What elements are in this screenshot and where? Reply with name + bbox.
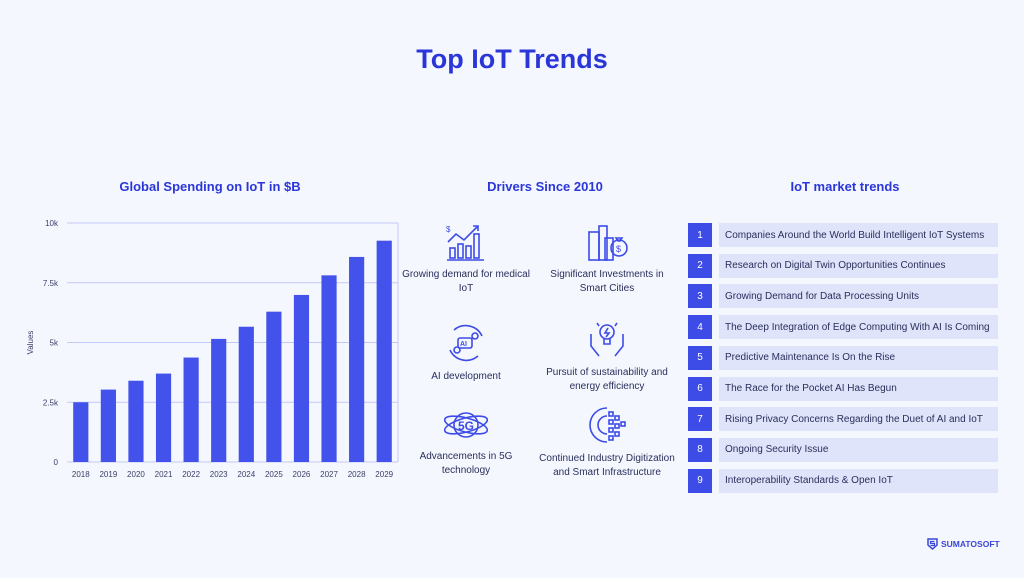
x-tick-label: 2027 — [320, 470, 338, 479]
trend-number: 5 — [688, 345, 712, 370]
driver-sustainability: Pursuit of sustainability and energy eff… — [537, 320, 677, 394]
x-tick-label: 2019 — [99, 470, 117, 479]
trend-number: 1 — [688, 223, 712, 247]
trend-item: 5 Predictive Maintenance Is On the Rise — [688, 345, 998, 370]
bar-2023 — [211, 338, 227, 462]
city-investment-icon: $ — [588, 225, 628, 261]
trend-label: Growing Demand for Data Processing Units — [719, 284, 998, 309]
bar-2018 — [73, 402, 89, 462]
trend-label: Rising Privacy Concerns Regarding the Du… — [719, 407, 998, 432]
y-tick-label: 2.5k — [43, 398, 59, 407]
bar-2025 — [266, 311, 282, 462]
growth-chart-icon: $ — [446, 225, 484, 261]
driver-smart-cities: $ Significant Investments in Smart Citie… — [537, 222, 677, 296]
svg-text:$: $ — [616, 244, 621, 254]
logo-text: SUMATOSOFT — [941, 539, 1000, 549]
driver-medical-iot: $ Growing demand for medical IoT — [396, 222, 536, 296]
bar-2024 — [238, 326, 254, 462]
bar-2020 — [128, 380, 144, 462]
trend-label: Companies Around the World Build Intelli… — [719, 223, 998, 247]
bar-2022 — [183, 357, 199, 462]
x-tick-label: 2028 — [348, 470, 366, 479]
x-tick-label: 2029 — [375, 470, 393, 479]
trend-item: 4 The Deep Integration of Edge Computing … — [688, 315, 998, 340]
trend-label: Research on Digital Twin Opportunities C… — [719, 253, 998, 278]
bar-2029 — [376, 240, 392, 462]
trend-number: 6 — [688, 376, 712, 401]
chart-title: Global Spending on IoT in $B — [119, 179, 301, 194]
bar-2028 — [349, 256, 365, 462]
trend-item: 8 Ongoing Security Issue — [688, 437, 998, 462]
x-tick-label: 2026 — [293, 470, 311, 479]
trend-item: 1 Companies Around the World Build Intell… — [688, 223, 998, 247]
trend-number: 9 — [688, 468, 712, 493]
x-tick-label: 2018 — [72, 470, 90, 479]
bar-2027 — [321, 275, 337, 462]
trend-number: 3 — [688, 284, 712, 309]
page-title: Top IoT Trends — [416, 44, 608, 74]
x-tick-label: 2024 — [237, 470, 255, 479]
svg-text:5G: 5G — [458, 419, 474, 433]
x-tick-label: 2021 — [155, 470, 173, 479]
x-tick-label: 2022 — [182, 470, 200, 479]
x-tick-label: 2023 — [210, 470, 228, 479]
trend-item: 9 Interoperability Standards & Open IoT — [688, 468, 998, 493]
y-tick-label: 5k — [50, 339, 59, 348]
svg-text:AI: AI — [460, 341, 467, 348]
shield-logo-icon — [927, 538, 938, 550]
trends-title: IoT market trends — [790, 179, 900, 194]
trend-label: Interoperability Standards & Open IoT — [719, 468, 998, 493]
sumatosoft-logo: SUMATOSOFT — [927, 538, 1000, 550]
trend-number: 8 — [688, 437, 712, 462]
bar-chart: 0 2.5k 5k 7.5k 10k Values 2018 2019 2020 2021 2022… — [26, 219, 399, 479]
driver-label: AI development — [431, 371, 501, 382]
svg-text:$: $ — [446, 225, 451, 234]
trend-item: 3 Growing Demand for Data Processing Unit… — [688, 284, 998, 309]
driver-5g: 5G Advancements in 5G technology — [396, 406, 536, 478]
lightbulb-hands-icon — [590, 322, 624, 357]
trend-item: 6 The Race for the Pocket AI Has Begun — [688, 376, 998, 401]
x-tick-label: 2020 — [127, 470, 145, 479]
trend-number: 2 — [688, 253, 712, 278]
trend-item: 2 Research on Digital Twin Opportunities … — [688, 253, 998, 278]
driver-ai-development: AI AI development — [396, 322, 536, 384]
5g-orbit-icon: 5G — [443, 412, 489, 438]
bar-2026 — [293, 294, 310, 462]
y-tick-label: 10k — [45, 219, 59, 228]
trend-label: The Race for the Pocket AI Has Begun — [719, 376, 998, 401]
trend-label: The Deep Integration of Edge Computing W… — [719, 315, 998, 340]
driver-label: Growing demand for medical IoT — [402, 269, 530, 294]
driver-label: Significant Investments in Smart Cities — [550, 269, 664, 294]
ai-gear-icon: AI — [449, 324, 483, 362]
trend-label: Ongoing Security Issue — [719, 437, 998, 462]
x-tick-label: 2025 — [265, 470, 283, 479]
driver-digitization: Continued Industry Digitization and Smar… — [537, 404, 677, 480]
y-axis-label: Values — [26, 331, 35, 355]
driver-label: Continued Industry Digitization and Smar… — [539, 453, 675, 478]
trend-item: 7 Rising Privacy Concerns Regarding the D… — [688, 407, 998, 432]
driver-label: Pursuit of sustainability and energy eff… — [546, 367, 668, 392]
digital-gear-icon — [589, 407, 626, 443]
y-tick-label: 7.5k — [43, 279, 59, 288]
drivers-title: Drivers Since 2010 — [487, 179, 603, 194]
trend-label: Predictive Maintenance Is On the Rise — [719, 345, 998, 370]
y-tick-label: 0 — [54, 458, 59, 467]
bar-2019 — [100, 389, 116, 462]
trend-number: 7 — [688, 407, 712, 432]
driver-label: Advancements in 5G technology — [419, 451, 513, 476]
trend-number: 4 — [688, 315, 712, 340]
bar-2021 — [155, 373, 172, 462]
